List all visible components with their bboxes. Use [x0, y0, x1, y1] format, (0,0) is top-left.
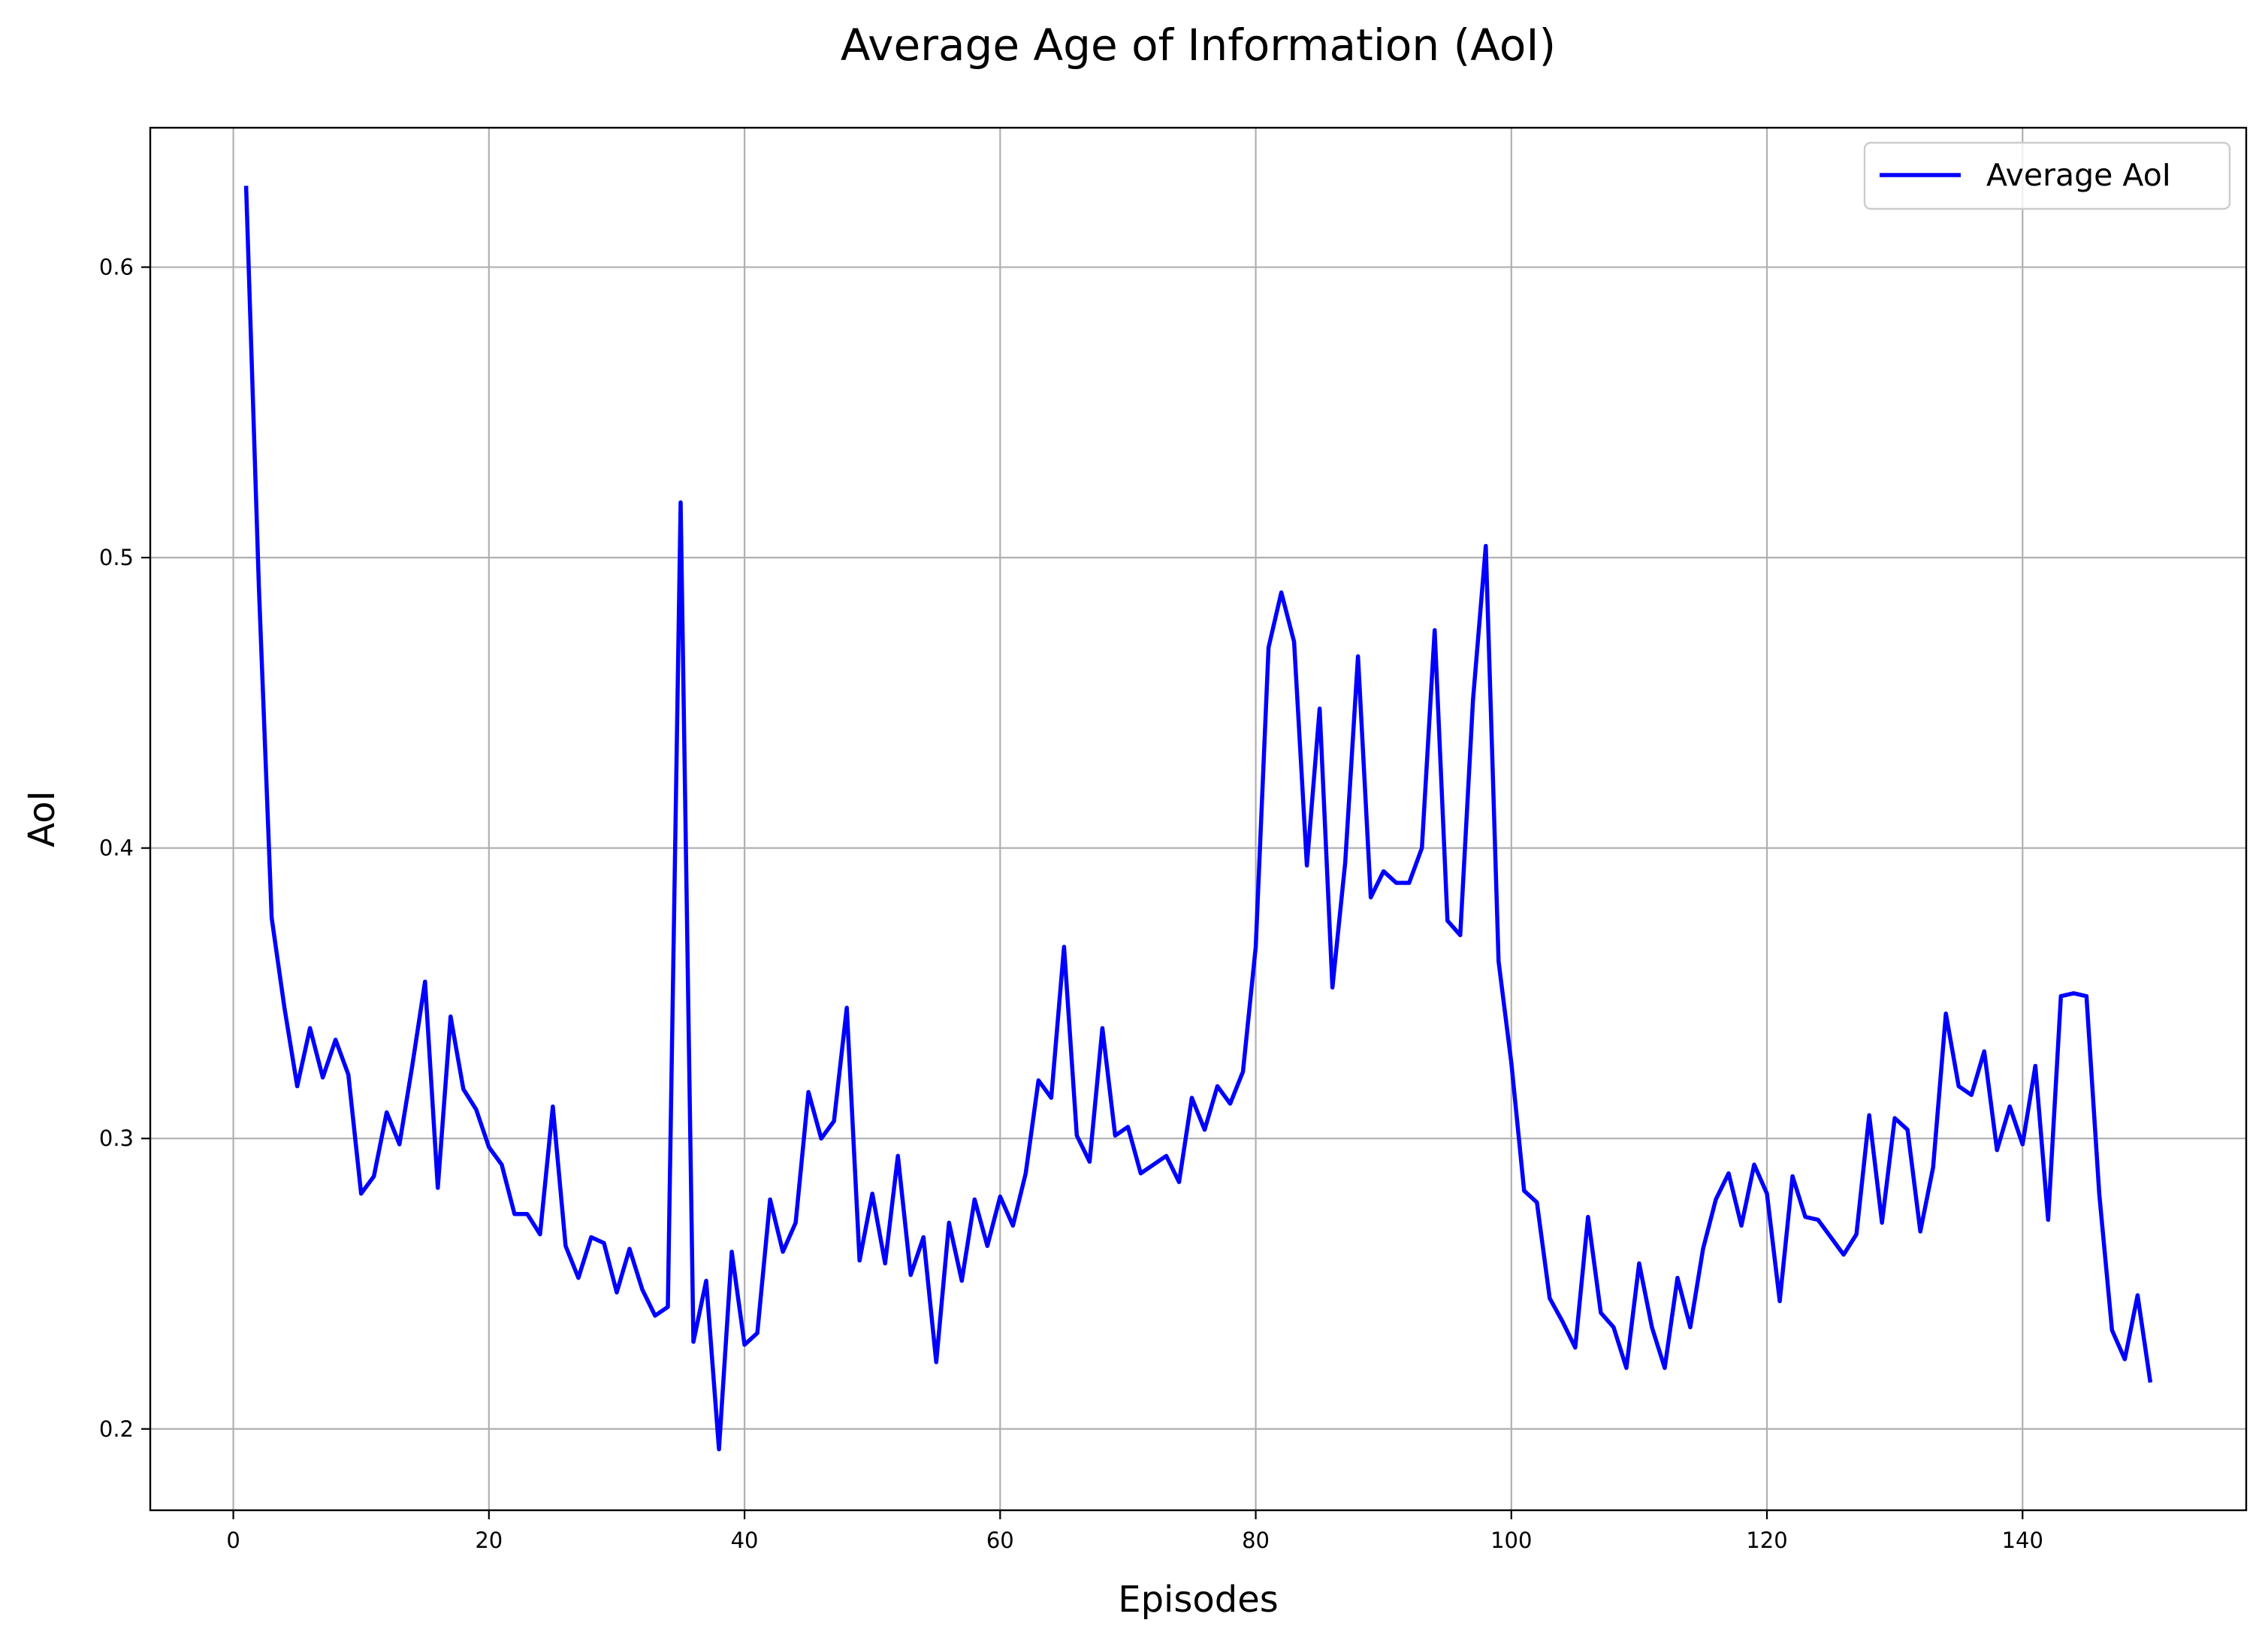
x-axis-ticks: 0 20 40 60 80 100 120 140: [226, 1510, 2043, 1553]
x-tick-label: 80: [1242, 1528, 1270, 1553]
y-axis-label: AoI: [21, 790, 63, 848]
y-tick-label: 0.6: [99, 255, 134, 280]
y-axis-ticks: 0.2 0.3 0.4 0.5 0.6: [99, 255, 150, 1442]
y-tick-label: 0.3: [99, 1126, 134, 1151]
x-tick-label: 20: [475, 1528, 503, 1553]
x-tick-label: 120: [1746, 1528, 1787, 1553]
legend-box: [1863, 141, 2231, 210]
chart-title: Average Age of Information (AoI): [841, 20, 1556, 71]
plot-frame: [149, 126, 2248, 1512]
y-tick-label: 0.2: [99, 1416, 134, 1442]
y-tick-label: 0.4: [99, 836, 134, 861]
x-axis-label: Episodes: [1118, 1579, 1279, 1621]
y-tick-label: 0.5: [99, 545, 134, 570]
x-tick-label: 140: [2002, 1528, 2043, 1553]
series-layer: [243, 186, 2153, 1452]
legend-label-average-aoi: Average AoI: [1986, 157, 2171, 193]
series-line-average-aoi: [243, 186, 2153, 1452]
x-tick-label: 60: [986, 1528, 1014, 1553]
x-tick-label: 100: [1490, 1528, 1532, 1553]
plot-background: [150, 128, 2246, 1510]
x-tick-label: 40: [731, 1528, 759, 1553]
x-tick-label: 0: [226, 1528, 240, 1553]
grid: [150, 128, 2246, 1510]
legend: Average AoI: [1863, 141, 2231, 210]
